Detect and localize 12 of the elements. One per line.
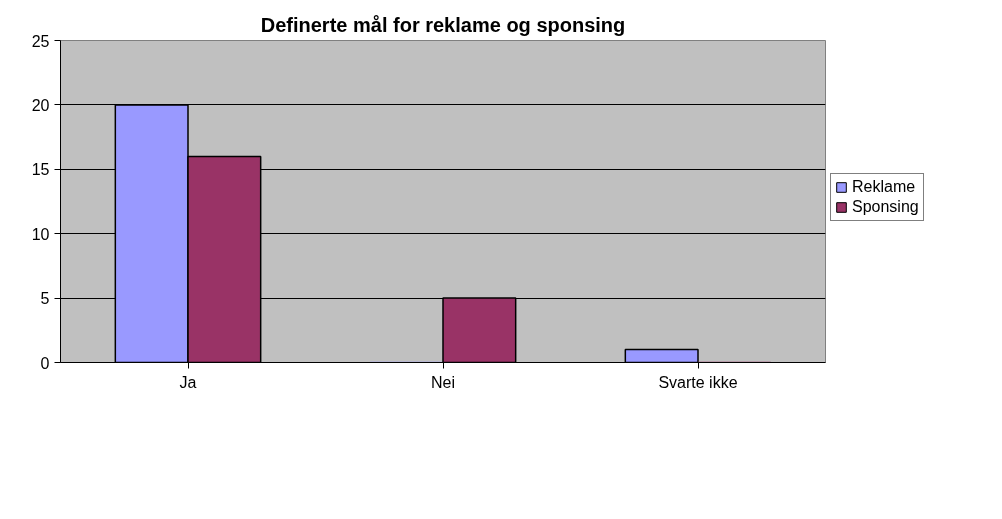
- y-tick-label: 20: [31, 96, 50, 114]
- y-tick-label: 0: [40, 354, 50, 372]
- x-tick-label: Svarte ikke: [658, 373, 738, 391]
- y-tick-label: 15: [31, 161, 50, 179]
- y-tick-label: 5: [40, 290, 50, 308]
- x-tick-label: Ja: [179, 373, 197, 391]
- y-tick-label: 10: [31, 225, 50, 243]
- chart-title: Definerte mål for reklame og sponsing: [260, 13, 626, 36]
- legend-label: Reklame: [852, 178, 916, 196]
- x-tick-label: Nei: [431, 373, 456, 391]
- y-tick-label: 25: [31, 32, 50, 50]
- legend-label: Sponsing: [852, 198, 919, 216]
